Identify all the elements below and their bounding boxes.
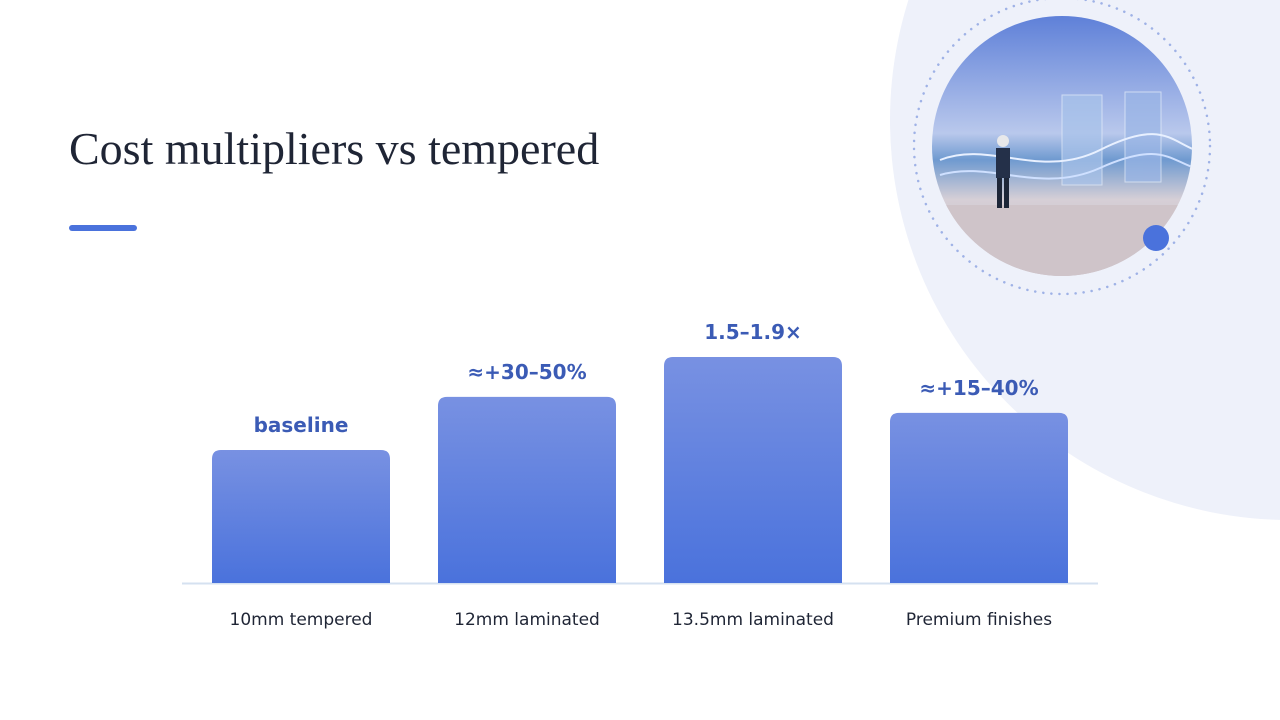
- bar: [664, 357, 842, 583]
- data-label: 1.5–1.9×: [704, 320, 802, 344]
- accent-line: [69, 225, 137, 231]
- data-label: ≈+15–40%: [919, 376, 1038, 400]
- data-label: ≈+30–50%: [467, 360, 586, 384]
- data-label: baseline: [254, 413, 349, 437]
- bar: [212, 450, 390, 583]
- bar: [890, 412, 1068, 583]
- accent-dot: [1143, 225, 1169, 251]
- x-tick-label: 13.5mm laminated: [672, 610, 834, 630]
- bar: [438, 396, 616, 583]
- dotted-ring: [912, 0, 1212, 296]
- x-tick-label: 10mm tempered: [230, 610, 373, 630]
- x-tick-label: 12mm laminated: [454, 610, 600, 630]
- chart-title: Cost multipliers vs tempered: [69, 123, 599, 174]
- x-tick-label: Premium finishes: [906, 610, 1052, 630]
